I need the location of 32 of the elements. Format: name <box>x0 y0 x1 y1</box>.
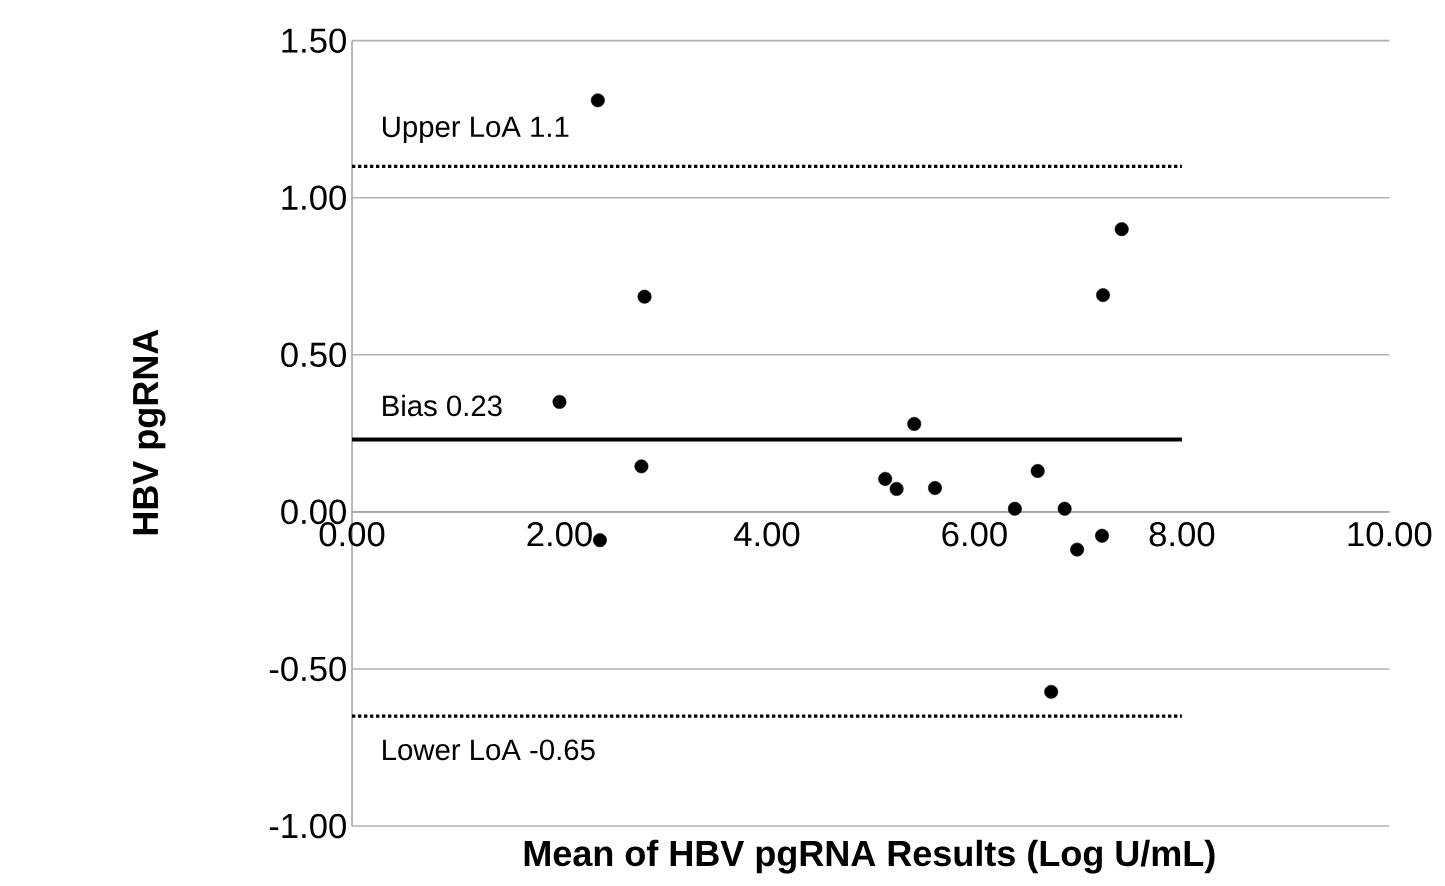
point <box>928 481 942 495</box>
point <box>552 394 567 409</box>
point <box>907 416 922 431</box>
point <box>1007 501 1022 516</box>
y-tick-label: -0.50 <box>269 656 346 682</box>
x-tick-label: 8.00 <box>1149 521 1215 547</box>
point <box>1044 684 1059 699</box>
point <box>889 482 904 496</box>
series-label: Upper LoA 1.1 <box>382 116 569 143</box>
point <box>878 471 893 486</box>
point <box>634 459 649 474</box>
x-tick-label: 4.00 <box>734 521 800 547</box>
y-tick-label: -1.00 <box>269 813 346 839</box>
point <box>1070 542 1085 557</box>
y-axis-title: HBV pgRNA <box>133 329 166 535</box>
x-tick-label: 10.00 <box>1348 521 1432 547</box>
x-tick-label: 2.00 <box>527 521 592 547</box>
y-tick-label: 1.50 <box>282 28 346 53</box>
series-label: Bias 0.23 <box>383 394 502 417</box>
point <box>637 289 652 304</box>
point <box>1096 288 1110 303</box>
point <box>592 533 607 548</box>
y-tick-label: 1.00 <box>282 185 346 210</box>
point <box>590 93 605 108</box>
point <box>1057 501 1072 516</box>
point <box>1095 528 1109 543</box>
x-tick-label: 6.00 <box>942 521 1007 547</box>
point <box>1114 222 1129 237</box>
point <box>1030 464 1045 478</box>
series-label: Lower LoA -0.65 <box>383 739 595 761</box>
x-axis-title: Mean of HBV pgRNA Results (Log U/mL) <box>524 839 1215 874</box>
y-tick-label: 0.50 <box>281 342 346 368</box>
